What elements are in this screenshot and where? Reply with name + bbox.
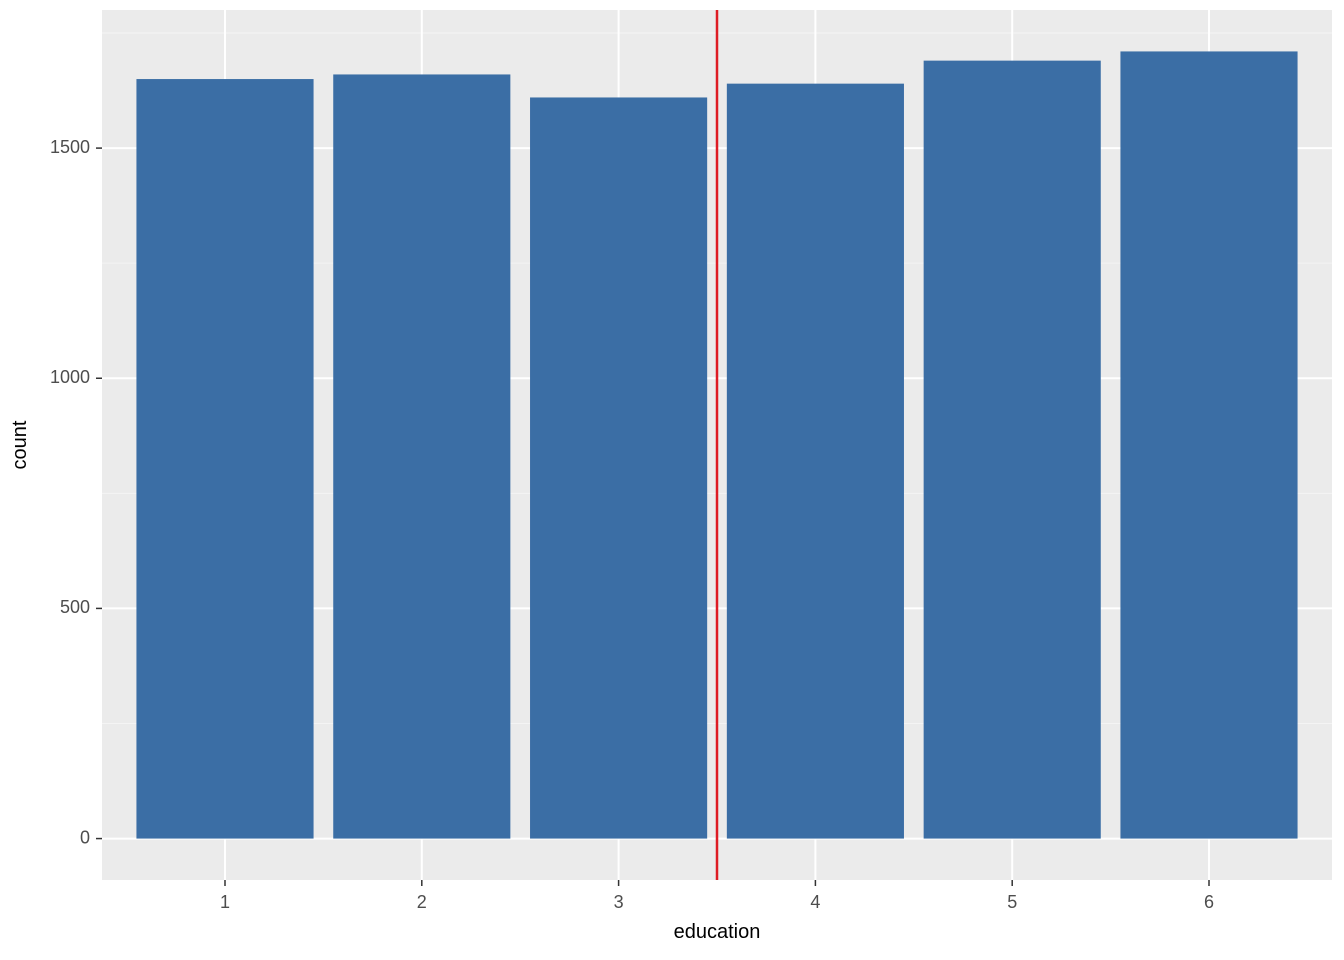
bar [924, 61, 1101, 839]
bar [530, 97, 707, 838]
bar [727, 84, 904, 839]
bar [333, 74, 510, 838]
x-tick-label: 4 [810, 892, 820, 912]
y-tick-label: 500 [60, 597, 90, 617]
y-tick-label: 1500 [50, 137, 90, 157]
y-tick-label: 0 [80, 827, 90, 847]
x-axis-title: education [674, 921, 761, 943]
bar [136, 79, 313, 839]
x-tick-label: 1 [220, 892, 230, 912]
x-tick-label: 5 [1007, 892, 1017, 912]
bar-chart: 0 500 1000 1500 1 2 3 4 5 6 education count [0, 0, 1344, 960]
y-axis-title: count [9, 420, 31, 469]
x-tick-label: 6 [1204, 892, 1214, 912]
x-tick-label: 2 [417, 892, 427, 912]
chart-svg: 0 500 1000 1500 1 2 3 4 5 6 education count [0, 0, 1344, 960]
bar [1120, 51, 1297, 838]
x-tick-label: 3 [614, 892, 624, 912]
y-tick-label: 1000 [50, 367, 90, 387]
